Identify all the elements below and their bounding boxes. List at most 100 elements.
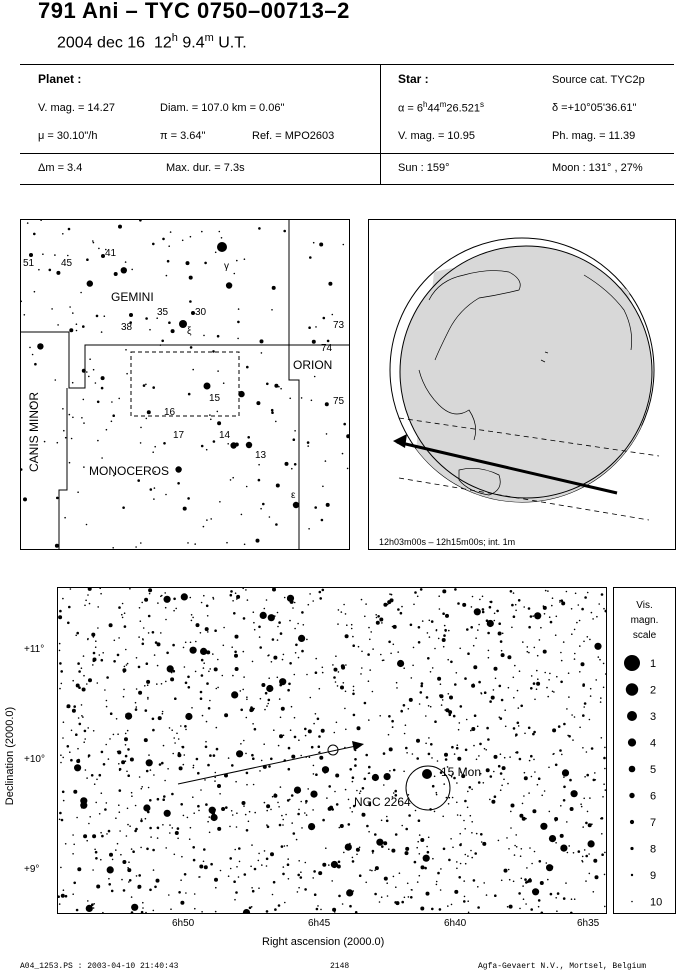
field-star [215,726,218,729]
field-star [91,903,94,906]
field-star [252,783,255,786]
field-star [388,848,390,850]
field-star [457,756,462,761]
field-star [321,666,324,669]
field-star [259,339,264,344]
field-star [447,803,450,805]
field-star [295,838,298,841]
field-star [526,646,529,648]
field-star [240,743,242,745]
field-star [585,854,588,858]
field-star [263,743,265,745]
field-star [426,632,429,634]
field-star [306,673,308,676]
field-star [600,817,602,820]
field-star [251,887,253,889]
star-source: Source cat. TYC2p [552,74,645,86]
field-star [62,737,64,739]
field-star [282,653,285,656]
field-star [547,590,549,592]
field-star [427,836,430,839]
star-label-30: 30 [195,307,207,318]
field-star [243,873,247,876]
field-star [529,877,531,880]
field-star [122,668,127,673]
field-star [583,849,586,851]
field-star [549,892,553,896]
field-star [344,634,349,639]
field-star [365,753,369,757]
field-star [313,375,316,378]
field-star [488,605,492,609]
field-star [525,903,527,905]
field-star [566,821,568,823]
field-star [141,642,145,646]
field-star [57,324,59,326]
field-star [551,597,554,599]
field-star [549,672,551,675]
field-star [210,862,213,866]
field-star [452,846,454,849]
field-star [209,414,211,416]
field-star [253,628,256,631]
field-star [585,751,588,753]
field-star [258,636,261,638]
field-star [282,872,285,876]
field-star [175,607,177,610]
field-star [266,824,268,826]
field-star [592,778,596,782]
field-star [263,801,266,804]
field-star [283,229,287,233]
field-star [520,877,523,880]
field-star [246,696,248,698]
field-star [126,372,128,375]
field-star [191,707,193,709]
field-star [298,634,306,642]
field-star [448,796,451,799]
field-star [389,770,391,772]
field-star [270,808,272,811]
field-star [126,770,128,773]
planet-heading: Planet : [38,72,82,86]
field-star [85,599,87,602]
field-star [71,381,74,384]
field-star [335,655,337,657]
field-star [290,794,294,797]
field-star [310,399,313,402]
field-star [185,712,193,721]
field-star [570,608,573,610]
field-star [101,457,103,459]
field-star [342,243,345,246]
field-star [351,860,355,863]
field-star [361,667,363,669]
field-star [208,816,211,818]
field-star [600,593,604,596]
field-star [253,621,255,624]
field-star [204,779,206,781]
field-star [398,872,401,874]
field-star [477,906,480,909]
field-star [265,865,268,867]
field-star [265,857,269,861]
path-arrowhead [393,434,407,448]
field-star [338,894,341,898]
field-star [521,802,524,805]
field-star [287,767,291,771]
field-star [333,731,336,734]
field-star [464,677,467,680]
field-star [62,889,65,891]
field-star [318,590,322,594]
field-star [159,344,162,346]
field-star [152,848,155,852]
field-star [243,258,246,260]
field-star [109,852,113,857]
field-star [307,788,309,790]
field-star [345,728,347,731]
field-star [144,709,148,712]
field-star [297,873,300,877]
field-star [131,795,133,797]
field-star [548,679,550,681]
field-star [494,894,497,897]
field-star [544,589,547,592]
field-star [73,705,76,708]
